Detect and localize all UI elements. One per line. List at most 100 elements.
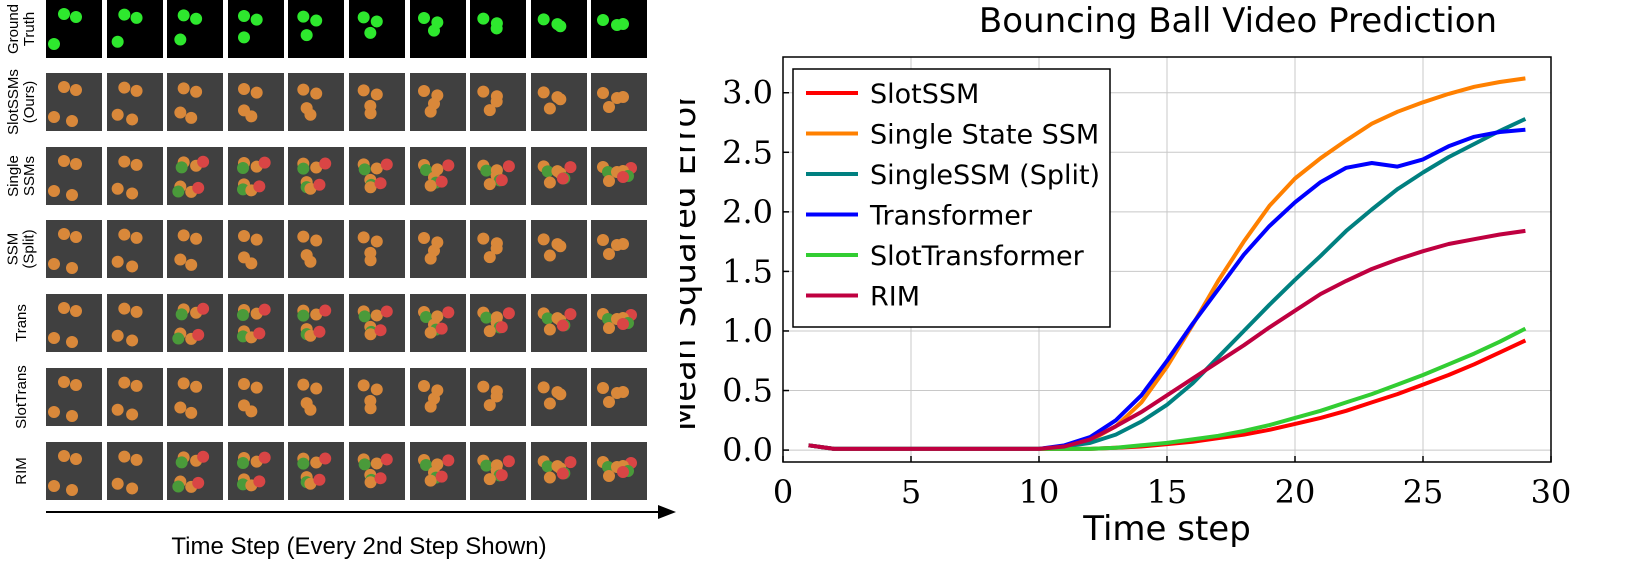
x-tick-label: 5 (901, 473, 921, 511)
video-frame (46, 73, 102, 131)
y-tick-label: 0.5 (722, 372, 773, 410)
x-tick-label: 10 (1019, 473, 1060, 511)
video-frame (227, 442, 284, 500)
video-frame (349, 73, 405, 131)
legend-label: RIM (870, 282, 920, 313)
video-frame (591, 368, 648, 426)
video-frame (530, 73, 587, 131)
video-frame (106, 73, 163, 131)
legend: SlotSSM Single State SSM SingleSSM (Split)… (792, 68, 1111, 328)
video-frame (409, 368, 466, 426)
video-frame (106, 294, 163, 352)
y-tick-label: 1.5 (722, 252, 773, 290)
video-frame (167, 73, 224, 131)
y-tick-label: 2.5 (722, 133, 773, 171)
video-frame (470, 0, 527, 58)
video-frame (106, 147, 163, 205)
video-frame (591, 0, 648, 58)
video-frame (288, 147, 345, 205)
video-frame (530, 147, 587, 205)
video-frames-panel: Ground Truth SlotSSMs (Ours) Single SSMs SS… (0, 0, 680, 567)
video-frame (288, 0, 345, 58)
video-frame (46, 294, 102, 352)
row-label: Ground Truth (4, 0, 40, 58)
y-tick-label: 1.0 (722, 312, 773, 350)
axis-ticks: 0 5 10 15 20 25 30 0.0 0.5 1.0 1.5 2.0 2.5 3.0 (722, 74, 1571, 511)
video-frame (167, 442, 224, 500)
x-tick-label: 0 (773, 473, 793, 511)
video-frame (409, 294, 466, 352)
video-frame (46, 368, 102, 426)
row-label-text: SlotTrans (13, 365, 31, 429)
video-frame (46, 147, 102, 205)
video-frame (409, 442, 466, 500)
video-frame (288, 73, 345, 131)
video-frame (530, 368, 587, 426)
video-frame (167, 368, 224, 426)
video-frame (349, 0, 405, 58)
video-frame (106, 442, 163, 500)
row-label-text: SSM (Split) (5, 229, 39, 269)
video-frame (591, 442, 648, 500)
video-frame (46, 0, 102, 58)
video-frame (470, 220, 527, 278)
legend-label: SingleSSM (Split) (870, 160, 1100, 191)
video-frame (288, 220, 345, 278)
chart-title: Bouncing Ball Video Prediction (979, 1, 1497, 41)
video-frame (349, 294, 405, 352)
row-label: RIM (4, 442, 40, 500)
row-label: SlotTrans (4, 365, 40, 429)
legend-label: SlotTransformer (870, 241, 1085, 272)
x-tick-label: 15 (1147, 473, 1188, 511)
timeline-caption: Time Step (Every 2nd Step Shown) (171, 533, 547, 560)
row-label: SlotSSMs (Ours) (4, 69, 40, 135)
video-frame (227, 147, 284, 205)
video-frame (349, 368, 405, 426)
x-tick-label: 20 (1275, 473, 1316, 511)
y-tick-label: 3.0 (722, 74, 773, 112)
time-arrow (46, 505, 676, 519)
video-frame (470, 147, 527, 205)
video-frame (167, 0, 224, 58)
video-frame (106, 220, 163, 278)
y-tick-label: 0.0 (722, 431, 773, 469)
video-frame (530, 220, 587, 278)
video-frame (409, 147, 466, 205)
row-label-text: Ground Truth (5, 3, 39, 55)
row-label-text: SlotSSMs (Ours) (5, 69, 39, 135)
video-frame (530, 0, 587, 58)
video-frame (106, 0, 163, 58)
video-frame (167, 220, 224, 278)
video-frame (167, 294, 224, 352)
video-frame (106, 368, 163, 426)
video-frame (227, 294, 284, 352)
video-frame (46, 220, 102, 278)
video-frame (227, 73, 284, 131)
mse-line-chart: 0 5 10 15 20 25 30 0.0 0.5 1.0 1.5 2.0 2.5 3.0 SlotSS… (680, 1, 1571, 549)
video-frame (530, 294, 587, 352)
x-tick-label: 25 (1403, 473, 1444, 511)
video-frame (288, 294, 345, 352)
video-frame (591, 73, 648, 131)
legend-label: Transformer (869, 201, 1033, 232)
series-line (808, 228, 1526, 451)
video-frame (470, 294, 527, 352)
video-frame (349, 147, 405, 205)
row-label-text: Single SSMs (5, 155, 39, 197)
video-frame (349, 442, 405, 500)
y-axis-label: Mean Squared Error (680, 93, 704, 431)
video-frame (288, 368, 345, 426)
video-frame (470, 73, 527, 131)
legend-box (792, 68, 1111, 328)
video-frame (470, 368, 527, 426)
video-frame (530, 442, 587, 500)
legend-label: SlotSSM (870, 79, 979, 110)
video-frame (349, 220, 405, 278)
video-frame (46, 442, 102, 500)
row-label-text: RIM (13, 457, 30, 485)
row-label: SSM (Split) (4, 220, 40, 278)
video-frame (167, 147, 224, 205)
video-frame (591, 220, 648, 278)
video-frame (591, 294, 648, 352)
y-tick-label: 2.0 (722, 193, 773, 231)
